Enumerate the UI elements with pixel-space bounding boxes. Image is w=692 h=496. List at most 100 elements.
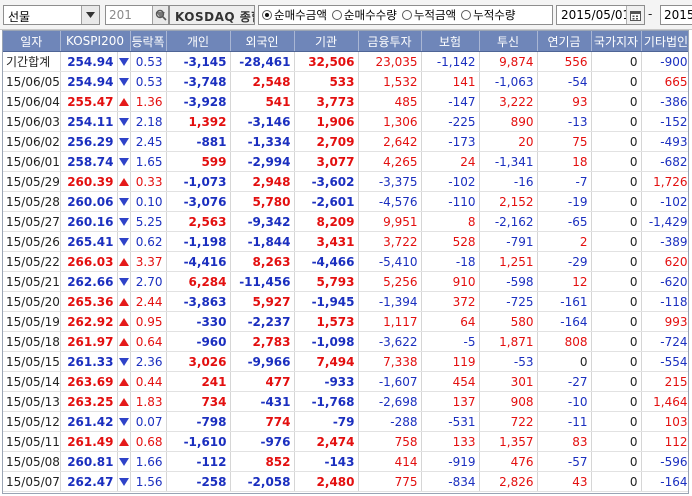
investor-value-cell: 2,563 [166,211,231,232]
column-header[interactable]: 등락폭 [130,31,167,52]
investor-value-cell: -18 [421,251,480,272]
date-cell: 15/05/15 [3,351,61,372]
investor-value-cell: 1,117 [358,311,422,332]
radio-option[interactable]: 순매수수량 [331,7,397,23]
code-input-value: 201 [109,8,132,22]
change-cell: 2.44 [130,291,167,312]
radio-unchecked-icon[interactable] [461,10,472,20]
table-row[interactable]: 15/05/20 265.36 2.44 -3,863 5,927 -1,945 -1,39… [3,291,688,312]
radio-option[interactable]: 순매수금액 [262,7,327,23]
radio-option[interactable]: 누적수량 [461,7,515,23]
radio-checked-icon[interactable] [262,10,272,20]
triangle-down-icon [118,58,129,66]
investor-value-cell: -2,058 [230,471,295,492]
table-row[interactable]: 15/06/04 255.47 1.36 -3,928 541 3,773 485 -147 3… [3,91,688,112]
column-header[interactable]: 투신 [479,31,538,52]
table-row[interactable]: 15/05/07 262.47 1.56 -258 -2,058 2,480 775 -834… [3,471,688,492]
investor-value-cell: 533 [294,71,359,92]
table-row[interactable]: 15/05/12 261.42 0.07 -798 774 -79 -288 -531 722-… [3,411,688,432]
triangle-up-icon [118,178,129,186]
investor-trading-grid[interactable]: 일자 KOSPI200 등락폭 개인 외국인 기관 금융투자 보험 투신 연기금 국가지자 기타법인 … [2,30,689,494]
investor-value-cell: -2,994 [230,151,295,172]
summary-row[interactable]: 기간합계 254.94 0.53 -3,145 -28,461 32,506 23,035-… [3,51,688,72]
table-row[interactable]: 15/05/11 261.49 0.68 -1,610 -976 2,474 758 133 1… [3,431,688,452]
triangle-up-icon [118,378,129,386]
chevron-down-icon[interactable] [81,6,99,24]
radio-label: 순매수수량 [343,8,397,22]
table-row[interactable]: 15/06/05 254.94 0.53 -3,748 2,548 533 1,532 141… [3,71,688,92]
investor-value-cell: 6,284 [166,271,231,292]
table-row[interactable]: 15/05/28 260.06 0.10 -3,076 5,780 -2,601 -4,57… [3,191,688,212]
investor-value-cell: -3,928 [166,91,231,112]
table-row[interactable]: 15/05/19 262.92 0.95 -330 -2,237 1,573 1,117 64… [3,311,688,332]
table-row[interactable]: 15/05/21 262.66 2.70 6,284 -11,456 5,793 5,256… [3,271,688,292]
radio-option[interactable]: 누적금액 [401,7,456,23]
change-direction-cell [117,291,131,312]
table-row[interactable]: 15/05/18 261.97 0.64 -960 2,783 -1,098 -3,622-… [3,331,688,352]
investor-value-cell: 1,251 [479,251,538,272]
market-select[interactable]: 선물 [3,5,100,25]
column-header[interactable]: KOSPI200 [60,31,131,52]
table-row[interactable]: 15/06/01 258.74 1.65 599 -2,994 3,077 4,265 24-… [3,151,688,172]
investor-value-cell: -54 [537,71,592,92]
investor-value-cell: -881 [166,131,231,152]
column-header[interactable]: 연기금 [537,31,592,52]
investor-value-cell: 0 [591,171,642,192]
investor-value-cell: -7 [537,171,592,192]
table-row[interactable]: 15/05/13 263.25 1.83 734 -431 -1,768 -2,698 137… [3,391,688,412]
investor-value-cell: -1,429 [641,211,688,232]
table-row[interactable]: 15/05/27 260.16 5.25 2,563 -9,342 8,209 9,951 8… [3,211,688,232]
search-button[interactable] [153,5,169,25]
code-input[interactable]: 201 [105,5,169,25]
radio-unchecked-icon[interactable] [401,10,412,20]
investor-value-cell: 0 [591,91,642,112]
investor-value-cell: -933 [294,371,359,392]
investor-value-cell: 528 [421,231,480,252]
kospi200-cell: 258.74 [60,151,118,172]
investor-value-cell: -102 [641,191,688,212]
triangle-up-icon [118,398,129,406]
table-row[interactable]: 15/05/29 260.39 0.33 -1,073 2,948 -3,602 -3,37… [3,171,688,192]
table-row[interactable]: 15/06/03 254.11 2.18 1,392 -3,146 1,906 1,306-… [3,111,688,132]
investor-value-cell: 137 [421,391,480,412]
column-header[interactable]: 개인 [166,31,231,52]
change-cell: 2.45 [130,131,167,152]
kospi200-cell: 254.11 [60,111,118,132]
investor-value-cell: 2,548 [230,71,295,92]
chevron-down-icon[interactable] [152,6,168,24]
investor-value-cell: -798 [166,411,231,432]
investor-value-cell: -1,198 [166,231,231,252]
column-header[interactable]: 외국인 [230,31,295,52]
table-row[interactable]: 15/05/08 260.81 1.66 -112 852 -143 414 -919 476-… [3,451,688,472]
investor-value-cell: -143 [294,451,359,472]
end-date-field[interactable]: 2015/06/05 [660,5,692,25]
investor-value-cell: 0 [591,411,642,432]
table-row[interactable]: 15/05/15 261.33 2.36 3,026 -9,966 7,494 7,338 1… [3,351,688,372]
investor-value-cell: 83 [537,431,592,452]
investor-value-cell: -147 [421,91,480,112]
investor-value-cell: 910 [421,271,480,292]
investor-value-cell: 64 [421,311,480,332]
table-row[interactable]: 15/05/26 265.41 0.62 -1,198 -1,844 3,431 3,722… [3,231,688,252]
start-date-field[interactable]: 2015/05/01 [556,5,645,25]
calendar-icon[interactable] [626,6,644,24]
column-header[interactable]: 금융투자 [358,31,422,52]
table-row[interactable]: 15/05/22 266.03 3.37 -4,416 8,263 -4,466 -5,41… [3,251,688,272]
investor-value-cell: -1,341 [479,151,538,172]
date-cell: 15/06/02 [3,131,61,152]
radio-unchecked-icon[interactable] [331,10,342,20]
investor-value-cell: 12 [537,271,592,292]
table-row[interactable]: 15/06/02 256.29 2.45 -881 -1,334 2,709 2,642 -1… [3,131,688,152]
column-header[interactable]: 국가지자 [591,31,642,52]
column-header[interactable]: 보험 [421,31,480,52]
investor-value-cell: -2,162 [479,211,538,232]
date-cell: 15/06/04 [3,91,61,112]
table-row[interactable]: 15/05/14 263.69 0.44 241 477 -933 -1,607 454 301… [3,371,688,392]
column-header[interactable]: 일자 [3,31,61,52]
investor-value-cell: 0 [591,451,642,472]
change-direction-cell [117,71,131,92]
column-header[interactable]: 기관 [294,31,359,52]
start-date-value: 2015/05/01 [561,8,631,22]
column-header[interactable]: 기타법인 [641,31,688,52]
change-cell: 1.36 [130,91,167,112]
